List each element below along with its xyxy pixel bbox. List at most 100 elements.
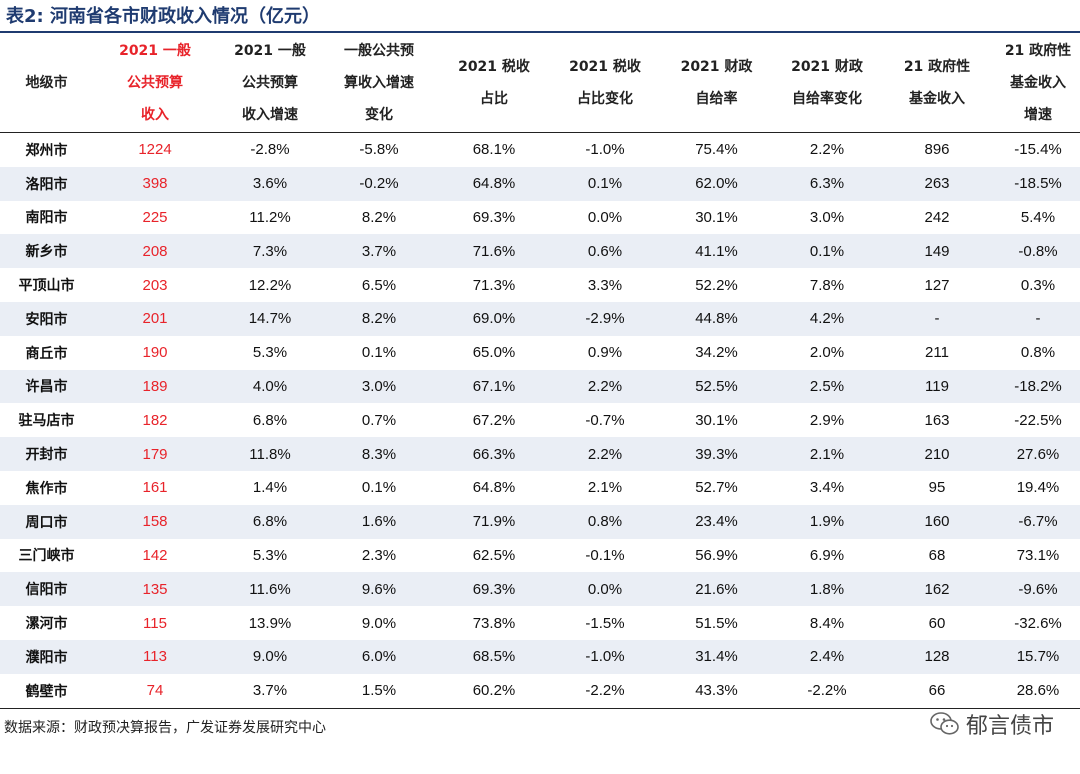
value-cell: 27.6% (996, 437, 1080, 471)
value-cell: 0.0% (553, 572, 657, 607)
value-cell: 2.2% (553, 369, 657, 404)
table-row: 许昌市 189 4.0% 3.0% 67.1% 2.2% 52.5% 2.5% 119 -18.2… (0, 369, 1080, 404)
value-cell: 2.5% (776, 369, 878, 404)
column-header-line: 2021 税收 (569, 59, 641, 75)
value-cell: 73.8% (435, 606, 553, 640)
value-cell: 69.3% (435, 572, 553, 607)
column-header: 2021 税收 占比 (435, 34, 553, 133)
value-cell: 182 (93, 403, 217, 438)
value-cell: 9.6% (323, 572, 435, 607)
column-header: 2021 财政 自给率变化 (776, 34, 878, 133)
value-cell: 0.1% (776, 234, 878, 269)
value-cell: 4.2% (776, 301, 878, 336)
value-cell: 242 (878, 200, 996, 235)
column-header-line: 收入 (141, 107, 169, 123)
column-header: 2021 财政 自给率 (657, 34, 776, 133)
city-name-cell: 开封市 (0, 437, 93, 471)
table-row: 焦作市 161 1.4% 0.1% 64.8% 2.1% 52.7% 3.4% 95 19.4% (0, 470, 1080, 505)
source-note: 数据来源：财政预决算报告，广发证券发展研究中心 (4, 720, 326, 736)
value-cell: 68 (878, 538, 996, 573)
wechat-icon (930, 711, 960, 737)
value-cell: 0.0% (553, 200, 657, 235)
title-divider (0, 31, 1080, 33)
value-cell: -0.2% (323, 166, 435, 201)
value-cell: 3.6% (217, 166, 323, 201)
value-cell: 66 (878, 673, 996, 709)
value-cell: 5.3% (217, 538, 323, 573)
column-header-line: 收入增速 (242, 107, 298, 123)
value-cell: -18.2% (996, 369, 1080, 404)
value-cell: 2.2% (553, 437, 657, 471)
value-cell: 52.7% (657, 470, 776, 505)
value-cell: 1.8% (776, 572, 878, 607)
value-cell: 201 (93, 301, 217, 336)
city-name-cell: 郑州市 (0, 133, 93, 167)
column-header-line: 公共预算 (242, 75, 298, 91)
value-cell: 6.8% (217, 403, 323, 438)
value-cell: 2.2% (776, 133, 878, 167)
column-header-line: 2021 税收 (458, 59, 530, 75)
value-cell: 66.3% (435, 437, 553, 471)
table-row: 安阳市 201 14.7% 8.2% 69.0% -2.9% 44.8% 4.2% - - (0, 301, 1080, 336)
table-row: 鹤壁市 74 3.7% 1.5% 60.2% -2.2% 43.3% -2.2% 66 28.6% (0, 673, 1080, 709)
value-cell: 12.2% (217, 268, 323, 302)
table-row: 开封市 179 11.8% 8.3% 66.3% 2.2% 39.3% 2.1% 210 27.6… (0, 437, 1080, 471)
table-title: 表2: 河南省各市财政收入情况（亿元） (6, 6, 320, 27)
value-cell: 4.0% (217, 369, 323, 404)
value-cell: 135 (93, 572, 217, 607)
value-cell: -22.5% (996, 403, 1080, 438)
column-header: 地级市 (0, 34, 93, 133)
value-cell: 44.8% (657, 301, 776, 336)
city-name-cell: 商丘市 (0, 335, 93, 370)
value-cell: 69.3% (435, 200, 553, 235)
column-header-line: 增速 (1024, 107, 1052, 123)
city-name-cell: 漯河市 (0, 606, 93, 640)
value-cell: 0.1% (553, 166, 657, 201)
value-cell: 68.5% (435, 639, 553, 674)
value-cell: 263 (878, 166, 996, 201)
value-cell: 190 (93, 335, 217, 370)
value-cell: 161 (93, 470, 217, 505)
value-cell: 23.4% (657, 504, 776, 539)
value-cell: 119 (878, 369, 996, 404)
value-cell: 60.2% (435, 673, 553, 709)
value-cell: 52.5% (657, 369, 776, 404)
value-cell: -1.0% (553, 133, 657, 167)
column-header-line: 地级市 (25, 75, 68, 91)
value-cell: 0.1% (323, 470, 435, 505)
value-cell: 43.3% (657, 673, 776, 709)
value-cell: 60 (878, 606, 996, 640)
value-cell: 2.1% (776, 437, 878, 471)
value-cell: 51.5% (657, 606, 776, 640)
value-cell: 69.0% (435, 301, 553, 336)
column-header-line: 2021 财政 (680, 59, 753, 75)
column-header: 21 政府性 基金收入 (878, 34, 996, 133)
value-cell: 62.5% (435, 538, 553, 573)
city-name-cell: 新乡市 (0, 234, 93, 269)
column-header-line: 2021 一般 (234, 43, 306, 59)
value-cell: 113 (93, 639, 217, 674)
column-header: 2021 税收 占比变化 (553, 34, 657, 133)
value-cell: 11.6% (217, 572, 323, 607)
value-cell: 179 (93, 437, 217, 471)
value-cell: 8.3% (323, 437, 435, 471)
value-cell: 67.1% (435, 369, 553, 404)
column-header-line: 21 政府性 (903, 59, 971, 75)
column-header-line: 基金收入 (1010, 75, 1066, 91)
value-cell: 0.1% (323, 335, 435, 370)
column-header: 2021 一般 公共预算收入增速 (217, 34, 323, 133)
value-cell: 1.4% (217, 470, 323, 505)
column-header-line: 算收入增速 (344, 75, 414, 91)
value-cell: 225 (93, 200, 217, 235)
value-cell: 211 (878, 335, 996, 370)
value-cell: 8.4% (776, 606, 878, 640)
table-row: 郑州市 1224 -2.8% -5.8% 68.1% -1.0% 75.4% 2.2% 896-… (0, 133, 1080, 167)
column-header-line: 公共预算 (127, 75, 183, 91)
value-cell: 6.8% (217, 504, 323, 539)
column-header-line: 2021 一般 (119, 43, 191, 59)
value-cell: 30.1% (657, 200, 776, 235)
value-cell: 19.4% (996, 470, 1080, 505)
value-cell: 160 (878, 504, 996, 539)
city-name-cell: 安阳市 (0, 301, 93, 336)
value-cell: -1.0% (553, 639, 657, 674)
